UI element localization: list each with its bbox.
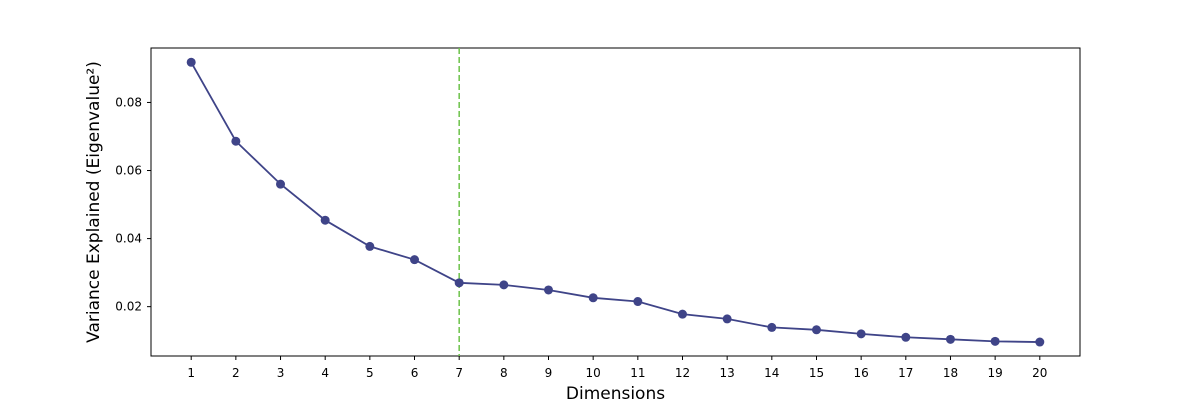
- data-point: [677, 309, 687, 319]
- data-point: [454, 278, 464, 288]
- x-axis-title: Dimensions: [566, 384, 665, 400]
- data-point: [1035, 337, 1045, 347]
- data-point: [320, 215, 330, 225]
- x-tick-label: 18: [943, 366, 958, 380]
- data-point: [767, 322, 777, 332]
- x-tick-label: 14: [764, 366, 779, 380]
- x-tick-label: 12: [675, 366, 690, 380]
- data-point: [276, 179, 286, 189]
- series-line: [190, 61, 1040, 343]
- data-point: [499, 280, 509, 290]
- x-tick-label: 2: [232, 366, 240, 380]
- data-point: [186, 57, 196, 67]
- data-point: [990, 336, 1000, 346]
- data-point: [811, 325, 821, 335]
- x-tick-label: 5: [366, 366, 374, 380]
- x-tick-label: 3: [277, 366, 285, 380]
- data-point: [544, 285, 554, 295]
- y-tick-label: 0.04: [115, 232, 142, 246]
- x-axis-ticks: 1 2 3 4 5 6 7 8 9 10 11 12 13 14 15 16 17 18 19 20: [187, 356, 1047, 380]
- data-point: [901, 332, 911, 342]
- x-tick-label: 19: [987, 366, 1002, 380]
- x-tick-label: 9: [545, 366, 553, 380]
- x-tick-label: 11: [630, 366, 645, 380]
- data-point: [588, 293, 598, 303]
- plot-area: 1 2 3 4 5 6 7 8 9 10 11 12 13 14 15 16 17 18 19 20 0.020.04…: [115, 47, 1081, 380]
- y-tick-label: 0.08: [115, 95, 142, 109]
- x-tick-label: 13: [720, 366, 735, 380]
- y-axis-title: Variance Explained (Eigenvalue²): [84, 61, 104, 343]
- data-point: [231, 136, 241, 146]
- y-tick-label: 0.06: [115, 164, 142, 178]
- data-point: [365, 241, 375, 251]
- data-point: [856, 329, 866, 339]
- plot-frame: [150, 47, 1081, 357]
- data-point: [945, 334, 955, 344]
- data-point: [722, 314, 732, 324]
- x-tick-label: 16: [854, 366, 869, 380]
- x-tick-label: 17: [898, 366, 913, 380]
- x-tick-label: 20: [1032, 366, 1047, 380]
- x-tick-label: 1: [187, 366, 195, 380]
- x-tick-label: 7: [455, 366, 463, 380]
- data-point: [410, 255, 420, 265]
- data-point: [633, 297, 643, 307]
- x-tick-label: 6: [411, 366, 419, 380]
- x-tick-label: 4: [321, 366, 329, 380]
- x-tick-label: 15: [809, 366, 824, 380]
- y-axis-ticks: 0.02 0.04 0.06 0.08: [115, 95, 151, 314]
- data-points: [186, 57, 1045, 347]
- x-tick-label: 10: [586, 366, 601, 380]
- x-tick-label: 8: [500, 366, 508, 380]
- y-tick-label: 0.02: [115, 300, 142, 314]
